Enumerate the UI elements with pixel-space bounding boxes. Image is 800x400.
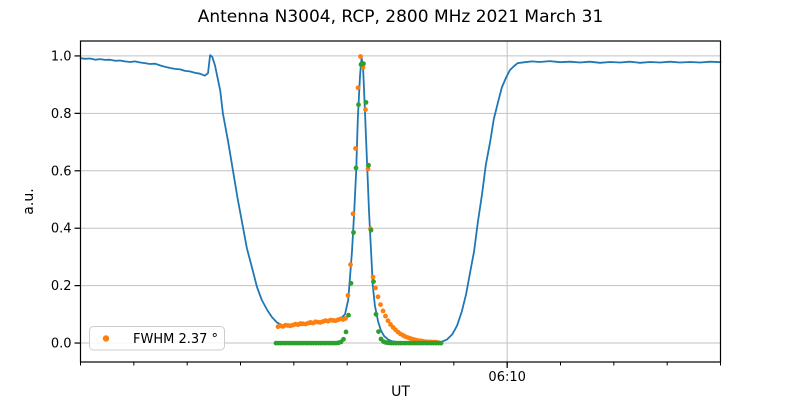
y-tick-label: 1.0 [51,49,72,64]
series-measured-peak-point [350,211,356,217]
series-measured-peak-point [385,318,391,324]
y-tick-label: 0.0 [51,337,72,352]
data-series [79,54,722,346]
series-gaussian-fit-point [361,61,366,67]
series-measured-peak-point [378,302,383,307]
legend: FWHM 2.37 ° [89,326,225,351]
y-tick-label: 0.8 [51,107,72,122]
series-measured-peak-point [348,262,353,268]
series-gaussian-fit-point [356,102,361,108]
x-tick-label: 06:10 [488,370,525,385]
chart-title: Antenna N3004, RCP, 2800 MHz 2021 March … [198,7,604,27]
series-measured-peak-point [343,316,348,321]
series-measured-peak-point [345,293,351,298]
series-measured-peak-point [375,294,381,300]
axes: 06:10 0.0 0.2 0.4 0.6 0.8 1.0 [51,40,722,385]
series-gaussian-fit-point [341,336,346,342]
series-gaussian-fit-point [368,227,374,233]
series-measured-peak-point [353,146,358,151]
y-tick-label: 0.2 [51,279,72,294]
series-gaussian-fit-point [343,329,349,335]
series-measured-peak-point [383,313,388,319]
y-tick-label: 0.4 [51,222,72,237]
series-measured-peak-point [358,54,363,59]
series-gaussian-fit-point [346,312,351,318]
series-gaussian-fit-point [351,230,356,235]
legend-box [89,326,225,351]
series-measured-peak-point [355,85,361,91]
series-gaussian-fit-point [371,279,376,284]
series-measured-peak-point [363,107,368,112]
series-gaussian-fit-point [376,329,381,334]
y-axis-label: a.u. [21,188,37,214]
series-gaussian-fit-point [366,162,371,168]
series-measured-peak-point [365,166,371,172]
series-measured-peak-point [370,274,376,280]
series-gaussian-fit-point [373,311,379,317]
series-gaussian-fit-point [363,100,369,105]
series-gaussian-fit-point [353,165,359,171]
series-measured-peak-point [373,285,378,291]
series-gaussian-fit-point [348,280,354,286]
series-measured-peak-point [380,308,386,314]
y-tick-label: 0.6 [51,164,72,179]
legend-label: FWHM 2.37 ° [133,332,218,347]
series-gaussian-fit-point [438,340,444,346]
legend-marker-dot [102,335,110,342]
x-axis-label: UT [391,384,410,400]
